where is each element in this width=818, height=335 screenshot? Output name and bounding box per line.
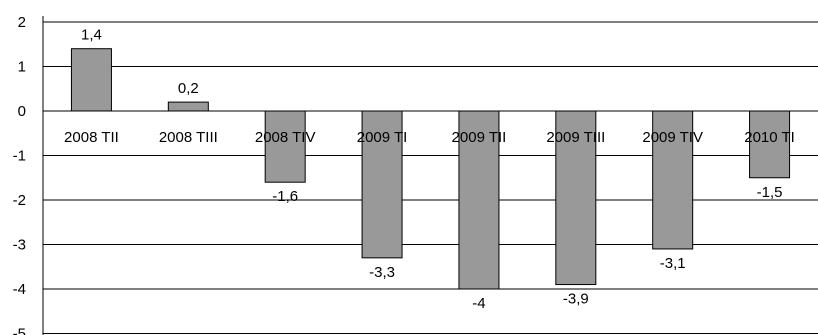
data-label: 0,2 (178, 80, 199, 97)
category-label: 2008 TII (64, 129, 119, 146)
bar (264, 110, 306, 183)
bar (749, 110, 791, 179)
y-tick-label: -2 (13, 192, 26, 209)
bar (167, 101, 209, 112)
y-axis: 2 1 0 -1 -2 -3 -4 -5 (13, 14, 44, 335)
bar (361, 110, 403, 259)
category-label: 2009 TIV (642, 129, 703, 146)
data-label: -3,9 (563, 291, 589, 308)
bar (652, 110, 694, 250)
category-label: 2008 TIV (255, 129, 316, 146)
bar (70, 48, 112, 112)
y-tick-label: -1 (13, 148, 26, 165)
data-label: -3,1 (660, 255, 686, 272)
category-label: 2010 TI (744, 129, 795, 146)
category-label: 2009 TIII (546, 129, 605, 146)
data-label: -1,5 (757, 184, 783, 201)
y-tick-label: 0 (18, 103, 26, 120)
bars (70, 48, 791, 290)
y-tick-label: 2 (18, 14, 26, 31)
category-label: 2009 TII (452, 129, 507, 146)
data-label: 1,4 (81, 27, 102, 44)
data-label: -3,3 (369, 264, 395, 281)
data-labels: 1,4 0,2 -1,6 -3,3 -4 -3,9 -3,1 -1,5 (81, 27, 782, 312)
category-label: 2008 TIII (159, 129, 218, 146)
category-labels: 2008 TII 2008 TIII 2008 TIV 2009 TI 2009 TII… (64, 129, 795, 146)
y-tick-label: -5 (13, 326, 26, 335)
y-tick-label: 1 (18, 59, 26, 76)
data-label: -1,6 (272, 188, 298, 205)
category-label: 2009 TI (357, 129, 408, 146)
bar (458, 110, 500, 290)
gridlines (43, 21, 818, 334)
y-tick-label: -4 (13, 281, 26, 298)
y-tick-label: -3 (13, 237, 26, 254)
bar (555, 110, 597, 286)
data-label: -4 (472, 295, 485, 312)
